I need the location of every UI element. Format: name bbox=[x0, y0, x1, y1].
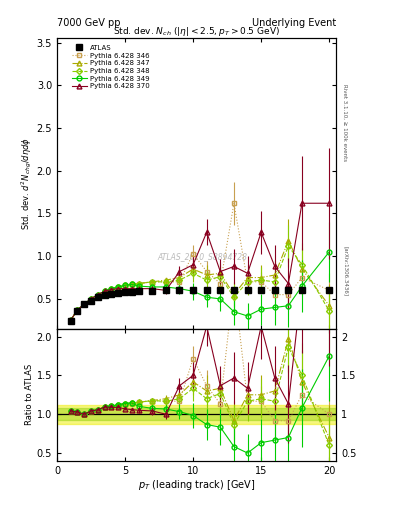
X-axis label: $p_T$ (leading track) [GeV]: $p_T$ (leading track) [GeV] bbox=[138, 478, 255, 493]
Text: Rivet 3.1.10, ≥ 100k events: Rivet 3.1.10, ≥ 100k events bbox=[343, 84, 348, 161]
Bar bbox=[57, 405, 336, 423]
Text: ATLAS_2010_S8894728: ATLAS_2010_S8894728 bbox=[157, 252, 247, 261]
Legend: ATLAS, Pythia 6.428 346, Pythia 6.428 347, Pythia 6.428 348, Pythia 6.428 349, P: ATLAS, Pythia 6.428 346, Pythia 6.428 34… bbox=[72, 45, 149, 90]
Bar bbox=[57, 408, 336, 420]
Text: [arXiv:1306.3436]: [arXiv:1306.3436] bbox=[343, 246, 348, 296]
Title: Std. dev. $N_{ch}$ ($|\eta| < 2.5, p_T > 0.5$ GeV): Std. dev. $N_{ch}$ ($|\eta| < 2.5, p_T >… bbox=[113, 25, 280, 38]
Text: 7000 GeV pp: 7000 GeV pp bbox=[57, 18, 121, 28]
Y-axis label: Ratio to ATLAS: Ratio to ATLAS bbox=[25, 364, 34, 425]
Text: Underlying Event: Underlying Event bbox=[252, 18, 336, 28]
Y-axis label: Std. dev. $d^{2} N_{chg}/d\eta d\phi$: Std. dev. $d^{2} N_{chg}/d\eta d\phi$ bbox=[19, 137, 34, 230]
